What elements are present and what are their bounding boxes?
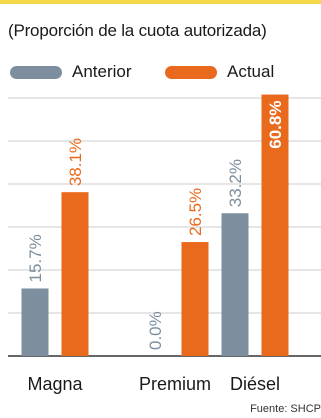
value-label-actual-0: 38.1% bbox=[66, 138, 85, 186]
chart-subtitle: (Proporción de la cuota autorizada) bbox=[8, 21, 267, 40]
value-label-anterior-2: 33.2% bbox=[226, 159, 245, 207]
bar-anterior-2 bbox=[221, 213, 249, 356]
legend-label-anterior: Anterior bbox=[72, 62, 132, 81]
category-label-1: Premium bbox=[139, 374, 211, 394]
value-label-actual-2: 60.8% bbox=[266, 101, 285, 149]
category-label-0: Magna bbox=[27, 374, 83, 394]
legend-item-actual: Actual bbox=[165, 62, 274, 82]
value-label-anterior-1: 0.0% bbox=[146, 311, 165, 350]
top-accent-rule bbox=[0, 0, 321, 4]
value-label-anterior-0: 15.7% bbox=[26, 234, 45, 282]
source-note: Fuente: SHCP bbox=[250, 403, 321, 415]
value-label-actual-1: 26.5% bbox=[186, 188, 205, 236]
legend: Anterior Actual bbox=[8, 62, 318, 82]
bar-anterior-0 bbox=[21, 288, 49, 356]
bar-actual-2 bbox=[261, 94, 289, 356]
legend-label-actual: Actual bbox=[227, 62, 275, 81]
bar-actual-0 bbox=[61, 192, 89, 356]
legend-swatch-actual bbox=[165, 65, 217, 79]
category-label-2: Diésel bbox=[230, 374, 280, 394]
legend-swatch-anterior bbox=[10, 65, 62, 79]
bar-actual-1 bbox=[181, 242, 209, 356]
legend-item-anterior: Anterior bbox=[10, 62, 132, 82]
